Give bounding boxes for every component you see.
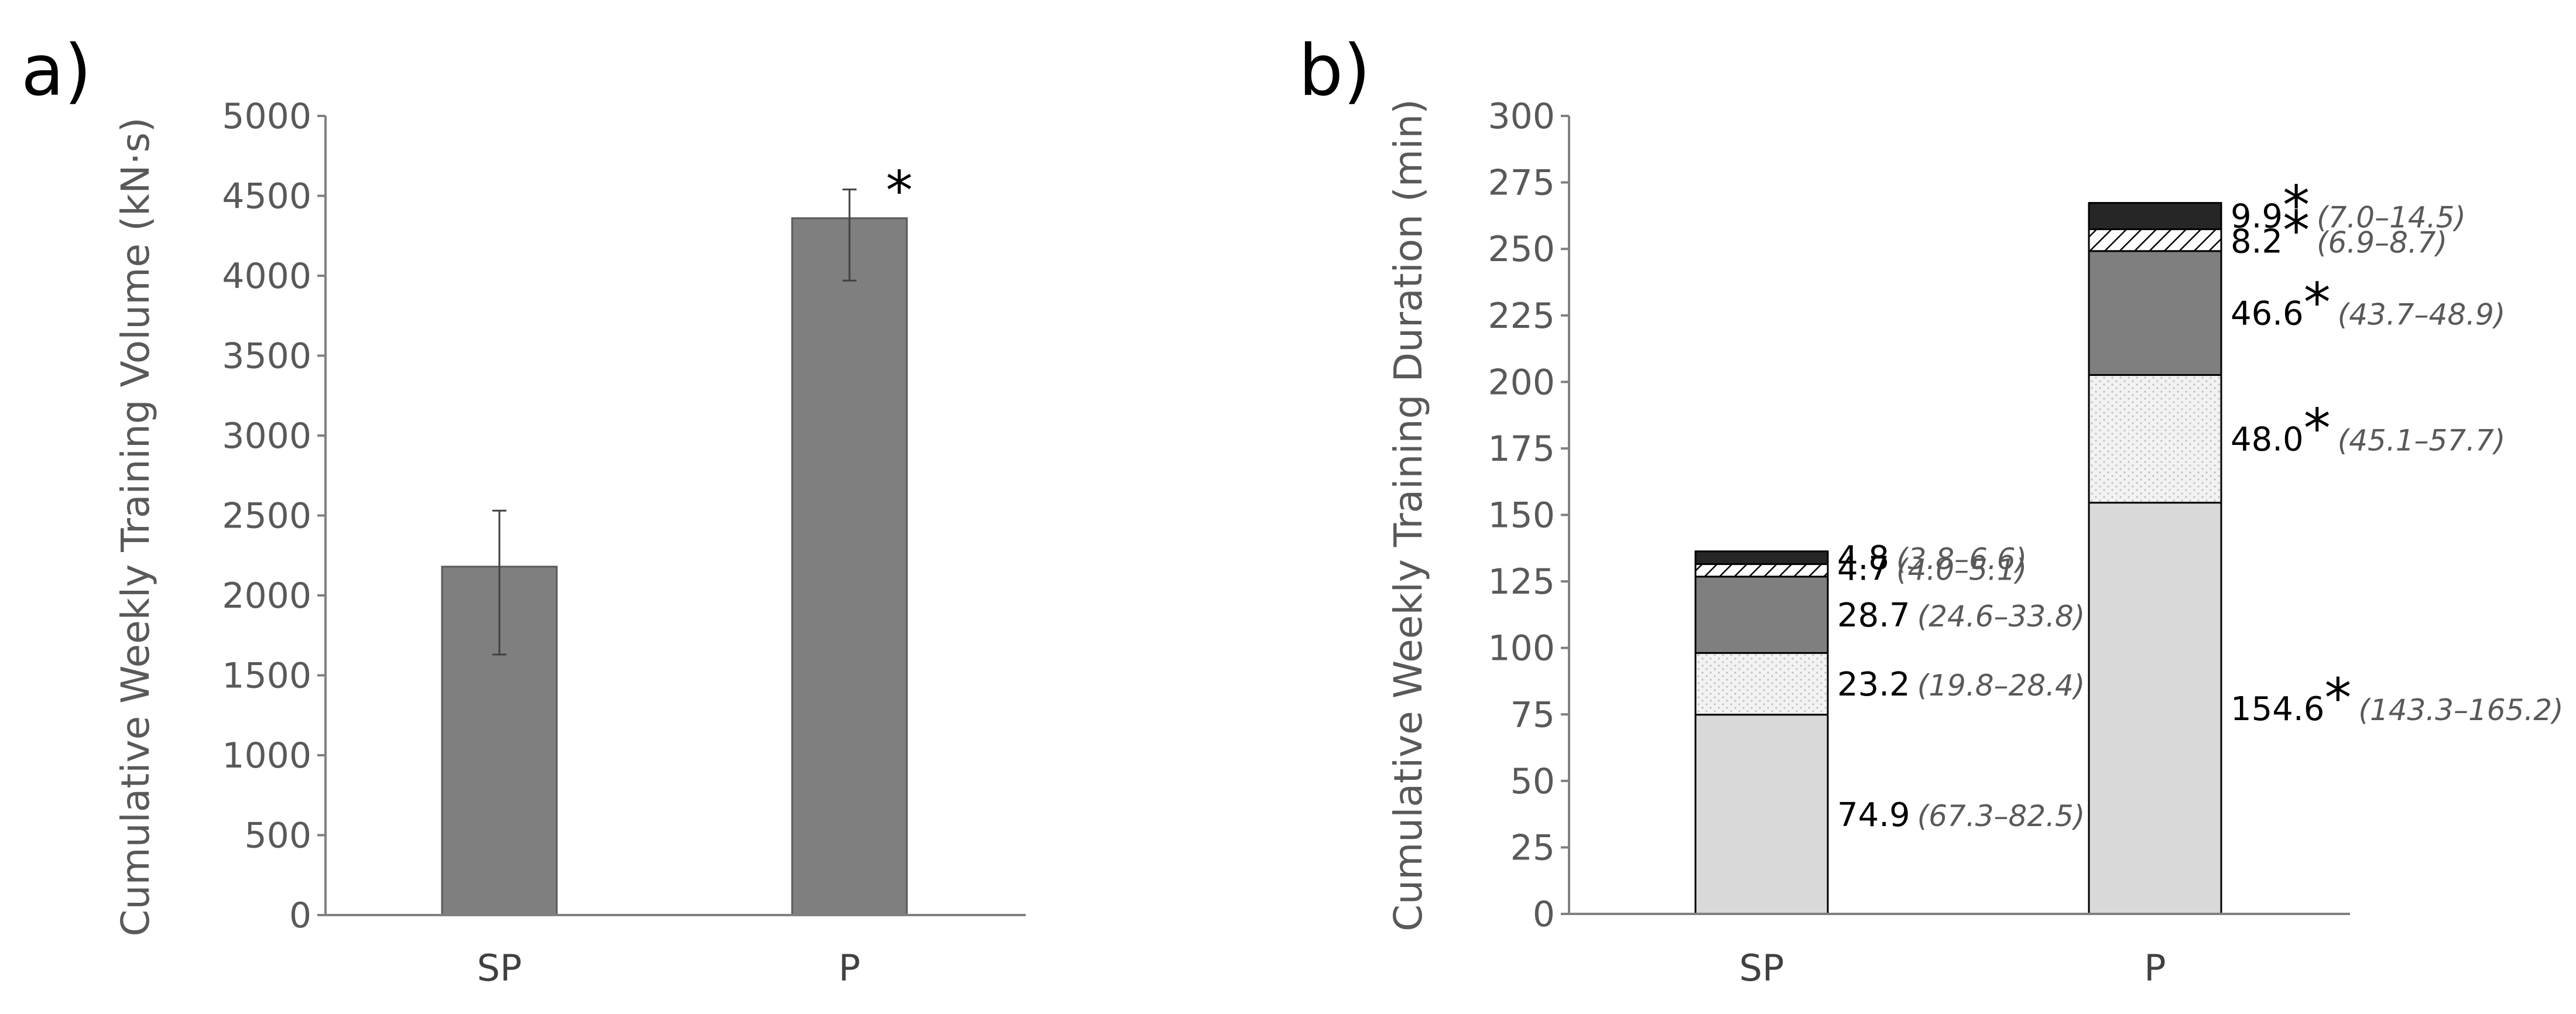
- panel-b-y-tick-label: 0: [1533, 894, 1555, 935]
- segment-interval: (19.8–28.4): [1917, 669, 2085, 703]
- panel-a-y-ticks: 0 500 1000 1500 2000 2500 3000 3500 4000 4500 5000: [222, 96, 326, 936]
- segment-interval: (7.0–14.5): [2317, 200, 2466, 234]
- segment-interval: (4.0–5.1): [1896, 553, 2027, 587]
- panel-a-bars: *: [441, 160, 913, 916]
- panel-a-bar: [791, 217, 908, 916]
- segment-value: 23.2: [1837, 666, 1910, 704]
- segment-interval: (6.9–8.7): [2317, 226, 2447, 260]
- panel-b-stacked-bars: [1694, 202, 2222, 915]
- segment-value: 48.0: [2231, 421, 2304, 459]
- panel-b-stack-segment: [2088, 202, 2222, 231]
- panel-b-y-tick-label: 175: [1488, 429, 1555, 470]
- panel-a-y-tick-label: 3000: [222, 416, 311, 457]
- panel-a-y-tick-label: 500: [244, 816, 311, 857]
- chart-panel-b: b) Cumulative Weekly Training Duration (…: [1299, 30, 2564, 989]
- panel-b-stack-segment: [1694, 652, 1829, 716]
- panel-b-segment-label: 8.2* (6.9–8.7): [2231, 200, 2447, 262]
- panel-a-y-tick-label: 5000: [222, 96, 311, 137]
- panel-b-stack-segment: [2088, 228, 2222, 252]
- panel-b-segment-label: 48.0* (45.1–57.7): [2231, 398, 2505, 460]
- panel-b-segment-label: 28.7 (24.6–33.8): [1837, 597, 2085, 635]
- panel-b-x-ticks: SP P: [1739, 947, 2166, 989]
- panel-b-stack-segment: [2088, 502, 2222, 915]
- panel-a-y-tick-label: 2500: [222, 496, 311, 537]
- panel-b-segment-label: 4.8 (3.8–6.6): [1837, 539, 2027, 577]
- panel-a-y-axis-label: Cumulative Weekly Training Volume (kN·s): [113, 117, 158, 936]
- panel-b-axes: [1568, 116, 2350, 915]
- significance-marker: *: [2304, 272, 2331, 334]
- panel-b-y-tick-label: 50: [1510, 761, 1555, 802]
- panel-b-y-tick-label: 275: [1488, 163, 1555, 204]
- segment-value: 4.7: [1837, 550, 1889, 588]
- panel-b-stack-segment: [1694, 714, 1829, 915]
- panel-b-stack-segment: [1694, 550, 1829, 566]
- segment-value: 154.6: [2231, 690, 2324, 728]
- panel-a-y-tick-label: 4500: [222, 176, 311, 217]
- panel-b-letter: b): [1299, 30, 1371, 112]
- panel-b-y-tick-label: 150: [1488, 495, 1555, 536]
- segment-value: 9.9: [2231, 197, 2283, 235]
- panel-b-stack-segment: [1694, 563, 1829, 578]
- panel-b-y-tick-label: 250: [1488, 229, 1555, 270]
- panel-b-stack-segment: [1694, 575, 1829, 654]
- panel-b-segment-label: 46.6* (43.7–48.9): [2231, 272, 2505, 334]
- panel-a-y-tick-label: 2000: [222, 575, 311, 616]
- panel-a-axes: [324, 116, 1026, 916]
- panel-b-y-ticks: 0 25 50 75 100 125 150 175 200 225 250 275 300: [1488, 96, 1569, 935]
- segment-interval: (43.7–48.9): [2338, 298, 2506, 332]
- panel-b-category-label: P: [2144, 947, 2166, 989]
- panel-b-segment-label: 23.2 (19.8–28.4): [1837, 666, 2085, 704]
- segment-value: 8.2: [2231, 223, 2283, 261]
- segment-interval: (3.8–6.6): [1896, 542, 2027, 576]
- significance-marker: *: [2304, 398, 2331, 460]
- panel-a-letter: a): [21, 30, 91, 112]
- panel-b-y-tick-label: 75: [1510, 694, 1555, 735]
- segment-interval: (67.3–82.5): [1917, 799, 2085, 833]
- panel-a-y-tick-label: 1000: [222, 735, 311, 776]
- significance-marker: *: [2283, 174, 2310, 237]
- segment-value: 74.9: [1837, 796, 1910, 834]
- panel-b-segment-label: 154.6* (143.3–165.2): [2231, 667, 2564, 729]
- segment-interval: (24.6–33.8): [1917, 600, 2085, 633]
- panel-b-y-tick-label: 100: [1488, 628, 1555, 669]
- panel-b-segment-labels: 74.9 (67.3–82.5)23.2 (19.8–28.4)28.7 (24.6–…: [1837, 174, 2564, 834]
- segment-value: 4.8: [1837, 539, 1889, 577]
- panel-a-category-label: SP: [477, 947, 522, 989]
- panel-b-y-tick-label: 300: [1488, 96, 1555, 137]
- significance-marker: *: [2324, 667, 2351, 729]
- panel-a-category-label: P: [838, 947, 860, 989]
- panel-b-stack-segment: [2088, 374, 2222, 504]
- segment-value: 28.7: [1837, 597, 1910, 635]
- segment-interval: (45.1–57.7): [2338, 424, 2506, 458]
- panel-b-segment-label: 74.9 (67.3–82.5): [1837, 796, 2085, 834]
- panel-a-significance-marker: *: [886, 160, 913, 222]
- panel-a-y-tick-label: 4000: [222, 256, 311, 297]
- panel-a-y-tick-label: 0: [289, 895, 311, 936]
- panel-a-y-tick-label: 3500: [222, 336, 311, 377]
- panel-b-y-tick-label: 225: [1488, 296, 1555, 337]
- panel-b-y-tick-label: 200: [1488, 362, 1555, 403]
- panel-b-segment-label: 9.9* (7.0–14.5): [2231, 174, 2466, 237]
- segment-interval: (143.3–165.2): [2358, 693, 2563, 727]
- significance-marker: *: [2283, 200, 2310, 262]
- panel-b-segment-label: 4.7 (4.0–5.1): [1837, 550, 2027, 588]
- panel-b-y-axis-label: Cumulative Weekly Training Duration (min…: [1386, 99, 1431, 931]
- panel-a-y-tick-label: 1500: [222, 656, 311, 697]
- panel-a-x-ticks: SP P: [477, 947, 861, 989]
- panel-b-y-tick-label: 25: [1510, 827, 1555, 868]
- panel-b-category-label: SP: [1739, 947, 1784, 989]
- chart-panel-a: a) Cumulative Weekly Training Volume (kN…: [21, 30, 1026, 989]
- segment-value: 46.6: [2231, 295, 2304, 333]
- panel-b-stack-segment: [2088, 250, 2222, 376]
- panel-b-y-tick-label: 125: [1488, 561, 1555, 602]
